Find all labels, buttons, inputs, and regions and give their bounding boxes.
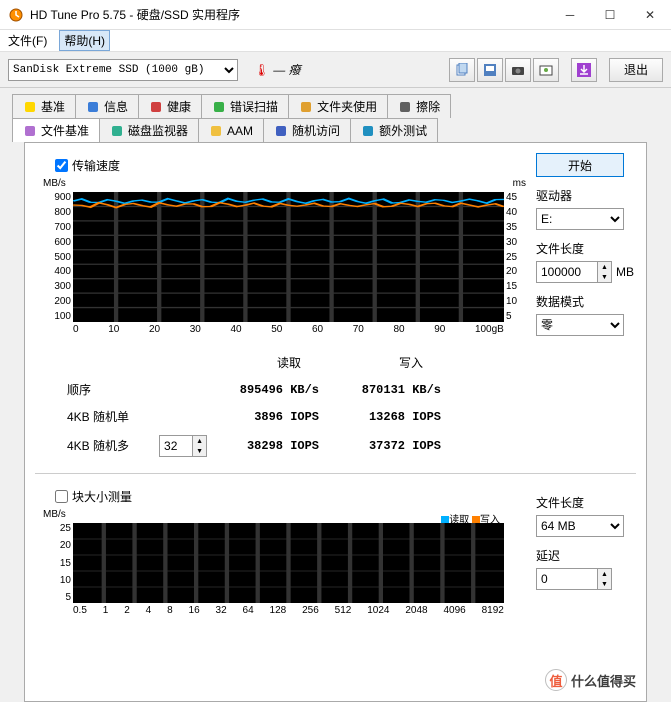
- filelen2-select[interactable]: 64 MB: [536, 515, 624, 537]
- transfer-checkbox[interactable]: [55, 159, 68, 172]
- driver-select[interactable]: E:: [536, 208, 624, 230]
- tab-icon: [23, 100, 37, 114]
- menu-file[interactable]: 文件(F): [8, 32, 47, 49]
- tab-icon: [110, 124, 124, 138]
- transfer-checkbox-row[interactable]: 传输速度: [55, 157, 524, 174]
- watermark-icon: 值: [545, 669, 567, 691]
- delay-input[interactable]: [536, 568, 598, 590]
- filelen-input[interactable]: [536, 261, 598, 283]
- tabs-container: 基准信息健康错误扫描文件夹使用擦除 文件基准磁盘监视器AAM随机访问额外测试 传…: [0, 88, 671, 702]
- app-icon: [8, 7, 24, 23]
- minimize-button[interactable]: ─: [557, 5, 583, 25]
- tab-AAM[interactable]: AAM: [198, 118, 264, 142]
- tab-icon: [212, 100, 226, 114]
- menubar: 文件(F) 帮助(H): [0, 30, 671, 52]
- start-button[interactable]: 开始: [536, 153, 624, 177]
- transfer-chart: MB/s ms 900800700600500400300200100 4540…: [45, 180, 524, 340]
- drive-select[interactable]: SanDisk Extreme SSD (1000 gB): [8, 59, 238, 81]
- toolbar: SanDisk Extreme SSD (1000 gB) 🌡 — 癈 退出: [0, 52, 671, 88]
- tab-额外测试[interactable]: 额外测试: [350, 118, 438, 142]
- transfer-yunit: MB/s: [43, 178, 66, 189]
- col-read: 读取: [229, 350, 349, 375]
- tab-擦除[interactable]: 擦除: [387, 94, 451, 118]
- tab-基准[interactable]: 基准: [12, 94, 76, 118]
- close-button[interactable]: ✕: [637, 5, 663, 25]
- delay-spinner[interactable]: ▲▼: [598, 568, 612, 590]
- tab-icon: [23, 124, 37, 138]
- filelen-label: 文件长度: [536, 240, 636, 257]
- tab-健康[interactable]: 健康: [138, 94, 202, 118]
- filelen-spinner[interactable]: ▲▼: [598, 261, 612, 283]
- window-title: HD Tune Pro 5.75 - 硬盘/SSD 实用程序: [30, 6, 557, 23]
- thermometer-icon: 🌡: [254, 63, 269, 77]
- tab-icon: [361, 124, 375, 138]
- exit-button[interactable]: 退出: [609, 58, 663, 82]
- thread-input[interactable]: [159, 435, 193, 457]
- result-row: 顺序895496 KB/s870131 KB/s: [67, 377, 471, 402]
- tab-icon: [299, 100, 313, 114]
- block-chart: 读取 写入 MB/s 252015105 0.51248163264128256…: [45, 511, 524, 621]
- tab-文件夹使用[interactable]: 文件夹使用: [288, 94, 388, 118]
- tab-icon: [209, 124, 223, 138]
- temperature-display: 🌡 — 癈: [254, 61, 301, 78]
- tab-icon: [398, 100, 412, 114]
- block-checkbox-row[interactable]: 块大小测量: [55, 488, 524, 505]
- driver-label: 驱动器: [536, 187, 636, 204]
- transfer-y2unit: ms: [513, 178, 526, 189]
- mode-label: 数据模式: [536, 293, 636, 310]
- col-write: 写入: [351, 350, 471, 375]
- tab-icon: [149, 100, 163, 114]
- tab-icon: [274, 124, 288, 138]
- download-icon[interactable]: [571, 58, 597, 82]
- block-checkbox[interactable]: [55, 490, 68, 503]
- tab-随机访问[interactable]: 随机访问: [263, 118, 351, 142]
- tab-磁盘监视器[interactable]: 磁盘监视器: [99, 118, 199, 142]
- mode-select[interactable]: 零: [536, 314, 624, 336]
- delay-label: 延迟: [536, 547, 636, 564]
- camera-icon[interactable]: [505, 58, 531, 82]
- save-icon[interactable]: [477, 58, 503, 82]
- results-table: 读取写入 顺序895496 KB/s870131 KB/s4KB 随机单3896…: [65, 348, 473, 463]
- tab-信息[interactable]: 信息: [75, 94, 139, 118]
- tab-icon: [86, 100, 100, 114]
- screenshot-icon[interactable]: [533, 58, 559, 82]
- tab-错误扫描[interactable]: 错误扫描: [201, 94, 289, 118]
- tab-文件基准[interactable]: 文件基准: [12, 118, 100, 142]
- tab-content: 传输速度 MB/s ms 900800700600500400300200100…: [24, 142, 647, 702]
- copy-icon[interactable]: [449, 58, 475, 82]
- filelen2-label: 文件长度: [536, 494, 636, 511]
- watermark: 值 什么值得买: [545, 669, 636, 691]
- result-row: 4KB 随机单3896 IOPS13268 IOPS: [67, 404, 471, 429]
- menu-help[interactable]: 帮助(H): [59, 30, 110, 51]
- maximize-button[interactable]: ☐: [597, 5, 623, 25]
- block-yunit: MB/s: [43, 509, 66, 520]
- titlebar: HD Tune Pro 5.75 - 硬盘/SSD 实用程序 ─ ☐ ✕: [0, 0, 671, 30]
- thread-spinner[interactable]: ▲▼: [193, 435, 207, 457]
- result-row: 4KB 随机多▲▼38298 IOPS37372 IOPS: [67, 431, 471, 461]
